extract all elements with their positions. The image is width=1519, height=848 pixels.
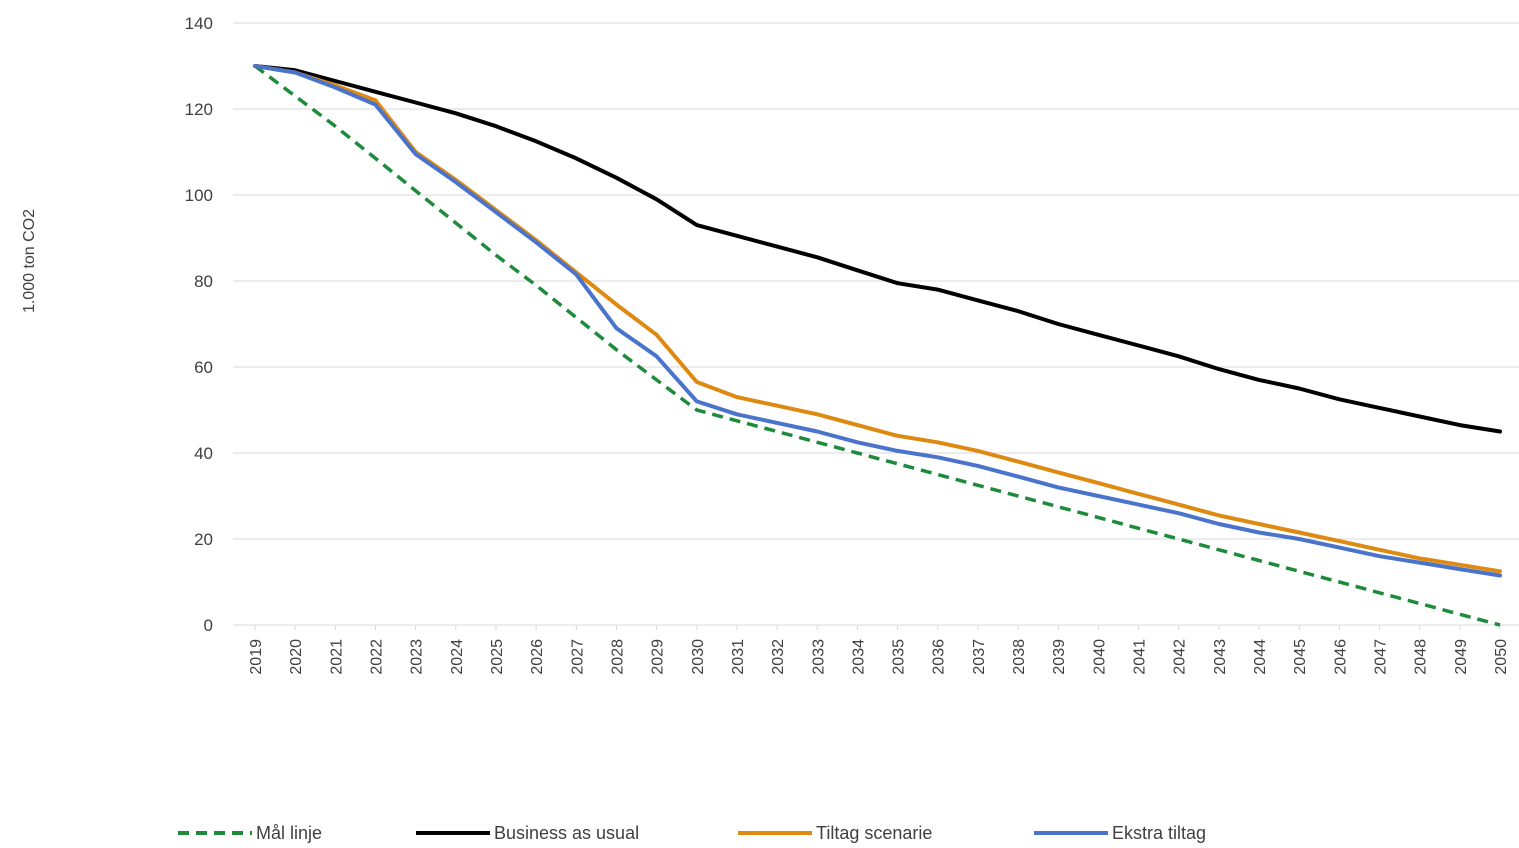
x-tick-label: 2039 <box>1051 639 1068 675</box>
x-tick-label: 2034 <box>850 639 867 675</box>
x-tick-label: 2031 <box>730 639 747 675</box>
x-tick-label: 2030 <box>690 639 707 675</box>
x-tick-label: 2033 <box>810 639 827 675</box>
legend-item-tiltag-scenarie: Tiltag scenarie <box>738 818 932 848</box>
series-line-m-l-linje <box>253 64 1501 627</box>
legend-label: Business as usual <box>494 822 640 843</box>
series-line-business-as-usual <box>253 64 1502 434</box>
x-tick-label: 2050 <box>1493 639 1510 675</box>
x-axis: 2019 2020 2021 2022 2023 2024 2025 2026 2027 2028… <box>248 625 1510 675</box>
x-tick-label: 2042 <box>1172 639 1189 675</box>
x-tick-label: 2043 <box>1212 639 1229 675</box>
gridlines <box>233 22 1519 626</box>
x-tick-label: 2045 <box>1292 639 1309 675</box>
x-tick-label: 2023 <box>409 639 426 675</box>
x-tick-label: 2021 <box>328 639 345 675</box>
legend-item-m-l-linje: Mål linje <box>178 818 322 848</box>
legend-item-business-as-usual: Business as usual <box>416 818 639 848</box>
x-tick-label: 2037 <box>971 639 988 675</box>
x-tick-label: 2038 <box>1011 639 1028 675</box>
series-line-ekstra-tiltag <box>253 64 1502 578</box>
x-tick-label: 2029 <box>650 639 667 675</box>
x-tick-label: 2044 <box>1252 639 1269 675</box>
x-tick-label: 2036 <box>931 639 948 675</box>
y-tick-label: 80 <box>194 272 213 291</box>
x-tick-label: 2040 <box>1091 639 1108 675</box>
x-tick-label: 2049 <box>1453 639 1470 675</box>
x-tick-label: 2025 <box>489 639 506 675</box>
x-tick-label: 2035 <box>891 639 908 675</box>
series-lines <box>253 64 1502 627</box>
x-tick-label: 2032 <box>770 639 787 675</box>
x-tick-label: 2026 <box>529 639 546 675</box>
legend-label: Tiltag scenarie <box>816 822 933 843</box>
legend-label: Ekstra tiltag <box>1112 822 1207 843</box>
legend-swatch <box>178 831 252 835</box>
x-tick-label: 2027 <box>569 639 586 675</box>
y-axis: 0 20 40 60 80 100 120 140 <box>185 14 213 635</box>
legend: Mål linje Business as usual Tiltag scenari… <box>0 818 1519 848</box>
legend-swatch <box>738 831 812 835</box>
y-tick-label: 140 <box>185 14 213 33</box>
y-axis-label: 1.000 ton CO2 <box>21 209 38 313</box>
x-tick-label: 2046 <box>1332 639 1349 675</box>
x-tick-label: 2019 <box>248 639 265 675</box>
y-tick-label: 120 <box>185 100 213 119</box>
y-tick-label: 60 <box>194 358 213 377</box>
x-tick-label: 2024 <box>449 639 466 675</box>
x-tick-label: 2048 <box>1413 639 1430 675</box>
x-tick-label: 2041 <box>1132 639 1149 675</box>
legend-item-ekstra-tiltag: Ekstra tiltag <box>1034 818 1206 848</box>
series-line-tiltag-scenarie <box>253 64 1502 574</box>
x-tick-label: 2020 <box>288 639 305 675</box>
y-tick-label: 20 <box>194 530 213 549</box>
legend-swatch <box>1034 831 1108 835</box>
legend-label: Mål linje <box>256 822 323 843</box>
y-tick-label: 0 <box>204 616 213 635</box>
x-tick-label: 2047 <box>1373 639 1390 675</box>
legend-swatch <box>416 831 490 835</box>
y-tick-label: 100 <box>185 186 213 205</box>
y-tick-label: 40 <box>194 444 213 463</box>
x-tick-label: 2022 <box>368 639 385 675</box>
x-tick-label: 2028 <box>609 639 626 675</box>
